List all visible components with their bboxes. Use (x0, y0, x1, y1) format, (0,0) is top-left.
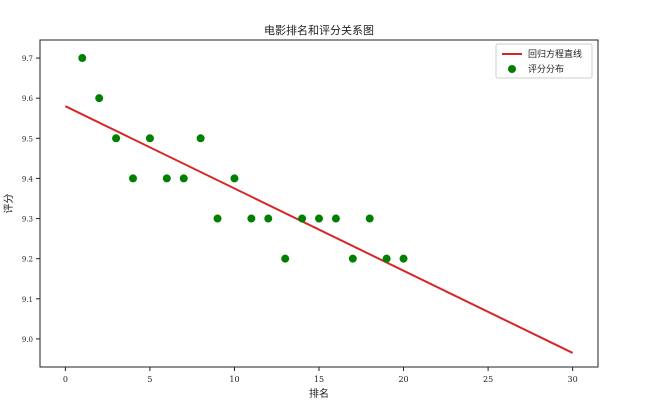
x-tick-label: 15 (314, 375, 324, 384)
y-tick-label: 9.7 (22, 55, 33, 63)
rating-point (331, 214, 340, 223)
rating-point (298, 214, 307, 223)
chart-title: 电影排名和评分关系图 (264, 23, 374, 37)
legend-box (495, 43, 593, 79)
y-tick-label: 9.3 (22, 216, 33, 224)
x-tick-label: 5 (147, 375, 152, 384)
legend-label-ratings: 评分分布 (528, 63, 564, 75)
rating-point (179, 174, 188, 183)
regression-line (64, 105, 574, 354)
rating-point (196, 134, 205, 143)
plot-area (39, 39, 599, 368)
x-tick-label: 30 (568, 375, 578, 384)
rating-point (78, 54, 87, 63)
y-tick-label: 9.6 (22, 95, 34, 103)
x-tick-label: 25 (483, 375, 493, 384)
x-tick-label: 0 (63, 375, 68, 384)
x-tick-label: 10 (229, 375, 239, 384)
x-tick-label: 20 (398, 375, 408, 384)
legend-label-regression: 回归方程直线 (528, 48, 582, 60)
y-axis-label: 评分 (3, 194, 15, 214)
rating-point (281, 254, 290, 263)
rating-point (382, 254, 391, 263)
rating-point (315, 214, 323, 223)
rating-point (399, 254, 408, 263)
rating-point (129, 174, 137, 183)
y-tick-label: 9.4 (22, 175, 34, 183)
y-tick-label: 9.1 (22, 296, 33, 304)
rating-point (95, 94, 104, 103)
rating-point (213, 214, 222, 223)
rating-point (365, 214, 374, 223)
rating-point (264, 214, 273, 223)
rating-point (348, 254, 357, 263)
rating-point (112, 134, 121, 143)
rating-point (145, 134, 154, 143)
rating-point (162, 174, 171, 183)
x-axis-label: 排名 (309, 387, 329, 400)
rating-point (247, 214, 256, 223)
series-layer (64, 54, 574, 354)
y-tick-label: 9.5 (22, 135, 33, 143)
axes-layer: 0 5 10 15 20 25 30 9.0 9.1 9.2 9.3 9.4 9.5 9.6 9.7 (22, 55, 578, 384)
y-tick-label: 9.0 (22, 336, 33, 344)
y-tick-label: 9.2 (22, 256, 33, 264)
legend-marker-swatch (508, 65, 516, 73)
rating-point (230, 174, 239, 183)
